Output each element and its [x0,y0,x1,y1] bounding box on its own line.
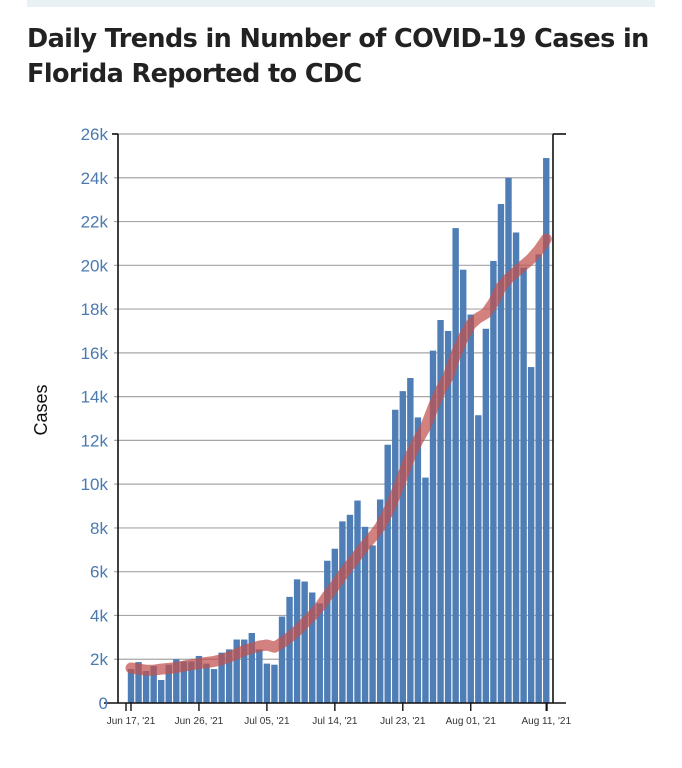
bar [369,545,376,703]
bar [241,639,248,703]
y-tick-labels: 0 2k 4k 6k 8k 10k 12k 14k 16k 18k 20k 22k 24k 26k [81,125,109,713]
bar [376,499,384,703]
y-tick-label: 26k [81,125,109,144]
bar [293,579,301,703]
bar [286,596,293,703]
x-tick-label: Aug 01, '21 [446,716,497,727]
top-banner [27,0,655,7]
bar [309,592,316,703]
y-tick-label: 16k [81,344,109,363]
y-tick-label: 6k [90,563,108,582]
y-tick-label: 24k [81,169,109,188]
chart-title: Daily Trends in Number of COVID-19 Cases… [27,24,649,89]
bar [173,659,180,703]
bar [512,232,520,703]
x-tick-label: Jun 17, '21 [107,716,156,727]
bar [399,391,406,703]
bar [195,655,203,703]
y-tick-label: 8k [90,519,108,538]
bar [339,521,346,703]
bar [346,514,354,703]
y-tick-label: 2k [90,650,108,669]
moving-average-line [125,233,552,676]
bar [497,204,505,703]
bar [414,417,422,703]
bar [263,663,271,703]
bar [158,680,165,703]
bar [301,581,308,703]
bar [452,228,459,703]
bar [271,664,278,703]
bar [361,526,369,703]
bar [535,254,542,703]
bar [475,415,482,703]
bar [316,603,323,703]
x-tick-label: Jun 26, '21 [175,716,224,727]
bar [203,663,210,703]
bar [248,632,255,703]
bars [127,158,550,704]
bar [460,269,467,703]
bar [150,666,157,703]
bar [490,260,497,703]
bar [527,367,535,703]
bar [392,409,399,703]
bar [256,649,263,703]
bar [384,444,391,703]
axes [104,133,566,711]
y-tick-label: 14k [81,388,109,407]
bar [429,350,437,703]
bar [210,669,218,703]
y-tick-label: 12k [81,431,109,450]
bar [467,314,474,703]
bar [324,560,331,703]
x-tick-label: Jul 23, '21 [380,716,426,727]
y-tick-label: 4k [90,606,108,625]
bar [354,500,361,703]
bar [505,177,512,703]
bar [142,671,150,703]
bar [165,664,172,703]
bar [520,267,527,703]
x-tick-label: Jul 05, '21 [244,716,290,727]
bar [180,661,188,703]
y-tick-label: 0 [99,694,108,713]
y-tick-label: 10k [81,475,109,494]
bar [543,158,550,704]
bar [437,320,444,703]
bar [127,669,135,703]
y-axis-title: Cases [31,384,51,435]
y-tick-label: 18k [81,300,109,319]
bar [188,661,195,703]
y-tick-label: 20k [81,256,109,275]
bar [278,616,286,703]
bar [218,652,225,703]
bar [225,649,233,703]
bar [422,477,429,703]
bar [233,639,240,703]
x-tick-label: Aug 11, '21 [521,716,571,727]
bar [135,662,142,703]
bar [331,548,339,703]
y-tick-label: 22k [81,213,109,232]
bar [407,378,414,703]
x-tick-labels: Jun 17, '21 Jun 26, '21 Jul 05, '21 Jul 14,… [107,716,572,727]
bar [444,330,452,703]
x-tick-label: Jul 14, '21 [312,716,358,727]
bar [482,328,490,703]
